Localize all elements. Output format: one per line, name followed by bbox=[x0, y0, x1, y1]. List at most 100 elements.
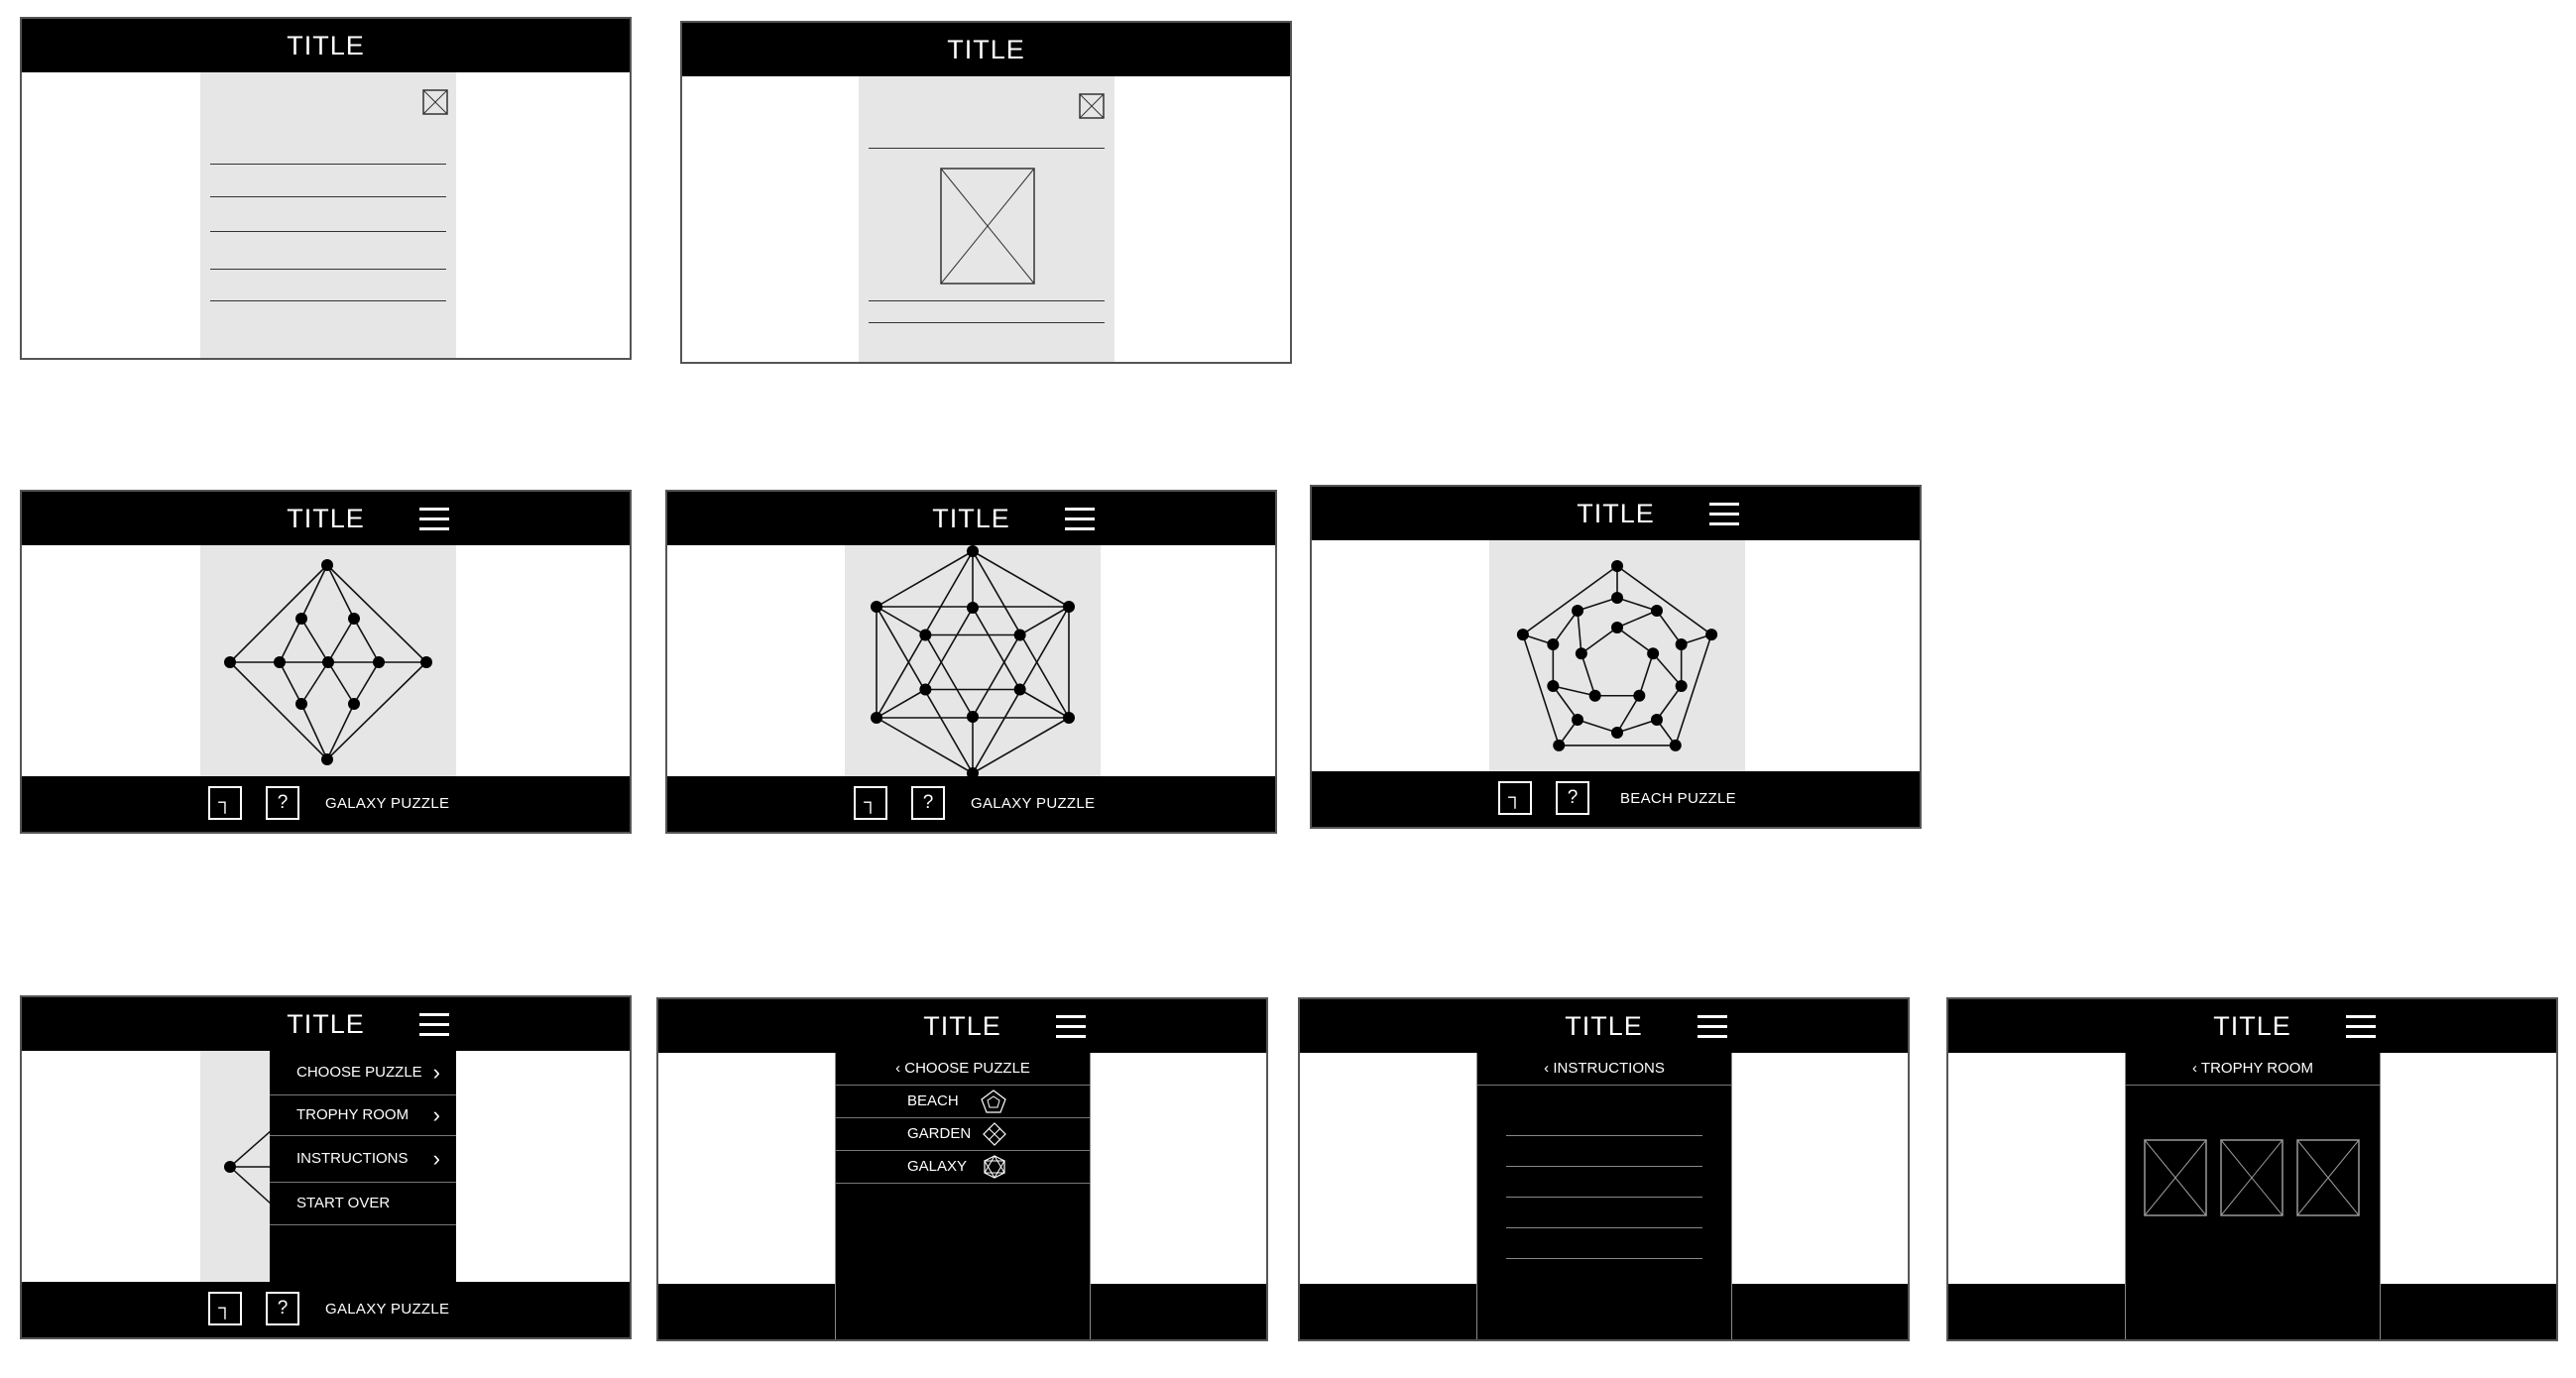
graph-node[interactable] bbox=[322, 656, 334, 668]
graph-node[interactable] bbox=[1633, 689, 1646, 702]
hamburger-icon[interactable] bbox=[419, 508, 449, 531]
help-icon[interactable]: ? bbox=[266, 786, 299, 820]
graph-node[interactable] bbox=[967, 545, 979, 557]
graph-node[interactable] bbox=[1013, 629, 1026, 641]
text-line bbox=[210, 164, 446, 165]
graph-node[interactable] bbox=[1062, 712, 1075, 724]
graph-edge bbox=[1522, 633, 1560, 746]
graph-node[interactable] bbox=[1575, 647, 1587, 660]
graph-node[interactable] bbox=[1572, 604, 1584, 617]
puzzle-option-galaxy[interactable]: GALAXY bbox=[836, 1151, 1090, 1184]
graph-node[interactable] bbox=[373, 656, 385, 668]
graph-node[interactable] bbox=[348, 613, 360, 625]
puzzle-option-beach[interactable]: BEACH bbox=[836, 1086, 1090, 1118]
graph-node[interactable] bbox=[1572, 714, 1584, 727]
graph-node[interactable] bbox=[321, 753, 333, 765]
close-icon[interactable] bbox=[1079, 93, 1105, 119]
graph-node[interactable] bbox=[1516, 629, 1529, 641]
header-bar: TITLE bbox=[22, 997, 630, 1051]
choose-puzzle-panel: ‹ CHOOSE PUZZLE BEACH GARDEN GALAXY bbox=[835, 1053, 1091, 1339]
back-button[interactable]: ‹ INSTRUCTIONS bbox=[1477, 1053, 1731, 1086]
graph-node[interactable] bbox=[1062, 601, 1075, 613]
puzzle-name: GALAXY PUZZLE bbox=[971, 795, 1096, 812]
help-icon[interactable]: ? bbox=[266, 1292, 299, 1325]
page-title: TITLE bbox=[932, 504, 1010, 533]
graph-edge bbox=[279, 618, 302, 663]
graph-node[interactable] bbox=[1588, 689, 1601, 702]
graph-node[interactable] bbox=[1611, 560, 1623, 572]
hamburger-icon[interactable] bbox=[1056, 1015, 1086, 1039]
text-line bbox=[869, 148, 1105, 149]
screen-galaxy-diamond: TITLE ┐ ? GALAXY PUZZLE bbox=[20, 490, 632, 834]
graph-node[interactable] bbox=[1675, 680, 1688, 693]
graph-node[interactable] bbox=[295, 613, 307, 625]
hamburger-icon[interactable] bbox=[419, 1013, 449, 1037]
screen-menu-open: TITLE CHOOSE PUZZLE › TROPHY ROOM › INSTRU… bbox=[20, 995, 632, 1339]
graph-node[interactable] bbox=[321, 559, 333, 571]
trophy-placeholder-icon[interactable] bbox=[2144, 1139, 2207, 1216]
graph-edge bbox=[327, 618, 355, 663]
undo-icon[interactable]: ┐ bbox=[208, 786, 242, 820]
footer-bar: ┐ ? GALAXY PUZZLE bbox=[22, 1282, 630, 1337]
graph-node[interactable] bbox=[1611, 622, 1623, 633]
graph-node[interactable] bbox=[871, 601, 883, 613]
header-bar: TITLE bbox=[1300, 999, 1908, 1053]
graph-node[interactable] bbox=[295, 698, 307, 710]
panel-title: TROPHY ROOM bbox=[2200, 1060, 2313, 1077]
graph-node[interactable] bbox=[348, 698, 360, 710]
graph-edge bbox=[972, 550, 1070, 608]
side-menu: CHOOSE PUZZLE › TROPHY ROOM › INSTRUCTIONS… bbox=[270, 1051, 456, 1288]
graph-node[interactable] bbox=[871, 712, 883, 724]
undo-icon[interactable]: ┐ bbox=[208, 1292, 242, 1325]
graph-edge bbox=[327, 661, 355, 705]
graph-node[interactable] bbox=[1547, 680, 1560, 693]
graph-edge bbox=[353, 661, 380, 705]
page-title: TITLE bbox=[287, 504, 365, 533]
trophy-placeholder-icon[interactable] bbox=[2296, 1139, 2360, 1216]
graph-edge bbox=[876, 606, 926, 636]
graph-node[interactable] bbox=[1647, 647, 1660, 660]
graph-node[interactable] bbox=[1611, 727, 1623, 739]
close-icon[interactable] bbox=[422, 89, 448, 115]
puzzle-option-garden[interactable]: GARDEN bbox=[836, 1118, 1090, 1151]
screen-instructions: TITLE ‹ INSTRUCTIONS bbox=[1298, 997, 1910, 1341]
menu-item-trophy-room[interactable]: TROPHY ROOM › bbox=[270, 1095, 456, 1136]
text-line bbox=[210, 231, 446, 232]
back-button[interactable]: ‹ TROPHY ROOM bbox=[2126, 1053, 2380, 1086]
graph-edge bbox=[326, 564, 427, 663]
graph-node[interactable] bbox=[1547, 637, 1560, 650]
graph-edge bbox=[876, 688, 926, 719]
graph-node[interactable] bbox=[274, 656, 286, 668]
hamburger-icon[interactable] bbox=[1698, 1015, 1727, 1039]
hamburger-icon[interactable] bbox=[1065, 508, 1095, 531]
graph-node[interactable] bbox=[919, 683, 932, 696]
text-line bbox=[210, 300, 446, 301]
graph-node[interactable] bbox=[919, 629, 932, 641]
undo-icon[interactable]: ┐ bbox=[1498, 781, 1532, 815]
hamburger-icon[interactable] bbox=[1709, 503, 1739, 526]
hamburger-icon[interactable] bbox=[2346, 1015, 2376, 1039]
undo-icon[interactable]: ┐ bbox=[854, 786, 887, 820]
trophy-placeholder-icon[interactable] bbox=[2220, 1139, 2283, 1216]
graph-node[interactable] bbox=[420, 656, 432, 668]
screen-trophy-room: TITLE ‹ TROPHY ROOM bbox=[1946, 997, 2558, 1341]
graph-node[interactable] bbox=[967, 711, 979, 723]
puzzle-graph bbox=[871, 545, 1075, 779]
puzzle-option-label: GALAXY bbox=[907, 1158, 968, 1175]
graph-node[interactable] bbox=[1650, 714, 1663, 727]
graph-node[interactable] bbox=[1705, 629, 1718, 641]
graph-node[interactable] bbox=[1669, 739, 1682, 751]
graph-node[interactable] bbox=[1013, 683, 1026, 696]
help-icon[interactable]: ? bbox=[911, 786, 945, 820]
graph-node[interactable] bbox=[1650, 604, 1663, 617]
graph-node[interactable] bbox=[967, 602, 979, 614]
graph-node[interactable] bbox=[1553, 739, 1566, 751]
graph-node[interactable] bbox=[1675, 637, 1688, 650]
menu-item-instructions[interactable]: INSTRUCTIONS › bbox=[270, 1136, 456, 1183]
menu-item-choose-puzzle[interactable]: CHOOSE PUZZLE › bbox=[270, 1051, 456, 1095]
graph-node[interactable] bbox=[224, 656, 236, 668]
back-button[interactable]: ‹ CHOOSE PUZZLE bbox=[836, 1053, 1090, 1086]
graph-node[interactable] bbox=[1611, 592, 1623, 604]
menu-item-start-over[interactable]: START OVER bbox=[270, 1183, 456, 1225]
help-icon[interactable]: ? bbox=[1556, 781, 1589, 815]
